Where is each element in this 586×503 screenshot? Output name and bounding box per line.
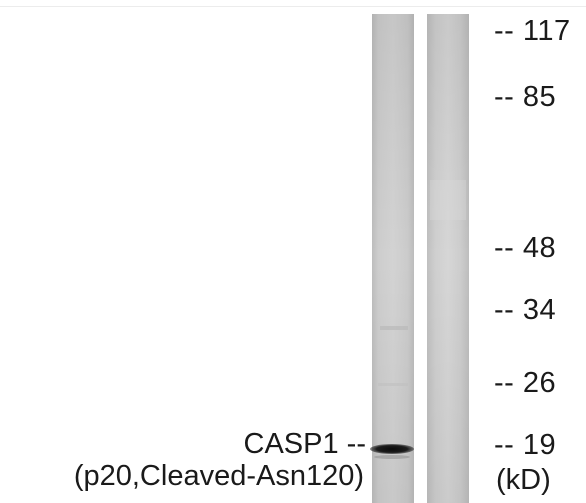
sample-lane bbox=[370, 14, 414, 503]
band-name-label: CASP1 -- bbox=[243, 428, 366, 460]
marker-19: -- 19 bbox=[494, 429, 557, 461]
casp1-band bbox=[370, 444, 414, 454]
marker-85: -- 85 bbox=[494, 81, 557, 113]
marker-34: -- 34 bbox=[494, 294, 557, 326]
control-lane bbox=[427, 14, 469, 503]
unit-label: (kD) bbox=[496, 464, 551, 496]
marker-117: -- 117 bbox=[494, 15, 571, 47]
marker-26: -- 26 bbox=[494, 367, 557, 399]
band-detail-label: (p20,Cleaved-Asn120) bbox=[73, 460, 364, 492]
marker-48: -- 48 bbox=[494, 232, 557, 264]
